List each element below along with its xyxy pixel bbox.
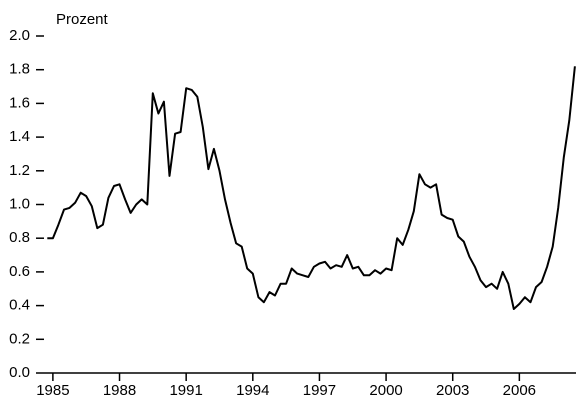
- y-tick-label: 0.4: [9, 297, 30, 314]
- x-tick-label: 2000: [369, 382, 402, 399]
- y-tick-label: 1.8: [9, 61, 30, 78]
- y-axis-label: Prozent: [56, 11, 109, 28]
- y-tick-label: 1.2: [9, 162, 30, 179]
- x-tick-label: 1991: [169, 382, 202, 399]
- y-tick-label: 0.2: [9, 330, 30, 347]
- x-tick-label: 2003: [436, 382, 469, 399]
- y-tick-label: 0.8: [9, 229, 30, 246]
- x-tick-label: 1988: [103, 382, 136, 399]
- x-tick-label: 1994: [236, 382, 269, 399]
- y-tick-label: 0.0: [9, 364, 30, 381]
- x-tick-label: 1985: [36, 382, 69, 399]
- data-line: [47, 66, 576, 310]
- y-tick-label: 2.0: [9, 27, 30, 44]
- y-tick-label: 1.0: [9, 195, 30, 212]
- x-tick-label: 2006: [503, 382, 536, 399]
- x-tick-label: 1997: [303, 382, 336, 399]
- y-tick-label: 1.4: [9, 128, 30, 145]
- y-tick-label: 0.6: [9, 263, 30, 280]
- y-tick-label: 1.6: [9, 94, 30, 111]
